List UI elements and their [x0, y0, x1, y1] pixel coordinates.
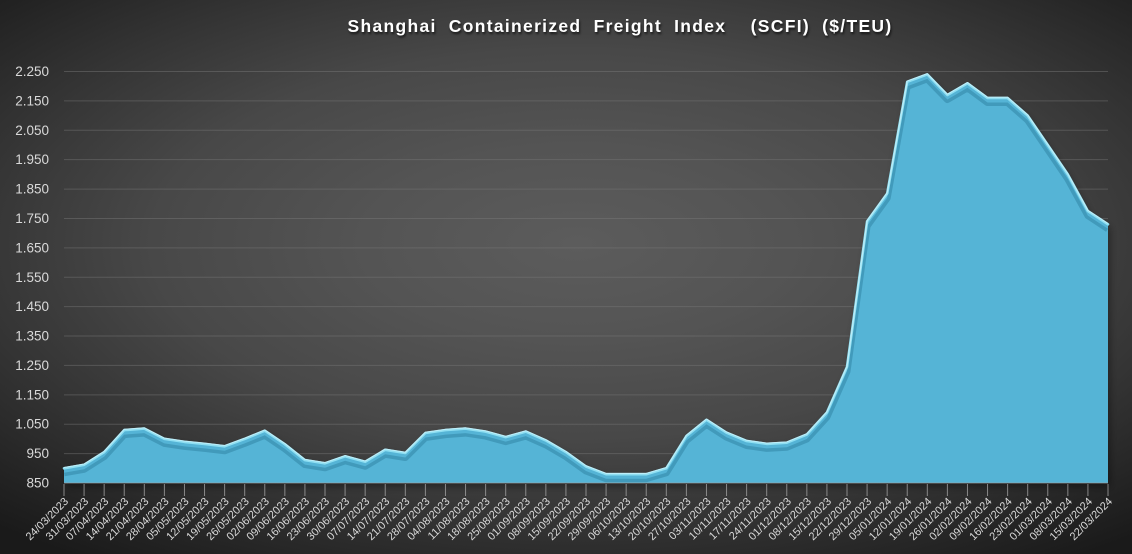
- y-axis-tick-label: 1.750: [15, 211, 49, 226]
- y-axis-tick-label: 1.850: [15, 182, 49, 197]
- y-axis-tick-label: 2.250: [15, 64, 49, 79]
- y-axis-tick-label: 1.350: [15, 329, 49, 344]
- chart-title: Shanghai Containerized Freight Index (SC…: [347, 16, 893, 36]
- y-axis-tick-label: 850: [26, 476, 49, 491]
- y-axis-tick-label: 1.650: [15, 240, 49, 255]
- series-bevel-shadow: [64, 78, 1108, 483]
- y-axis-tick-label: 2.050: [15, 123, 49, 138]
- series-top-highlight: [62, 73, 1110, 476]
- y-axis-tick-label: 950: [26, 446, 49, 461]
- series-top-shine: [63, 73, 1109, 474]
- y-axis-tick-label: 1.550: [15, 270, 49, 285]
- y-axis-tick-label: 1.450: [15, 299, 49, 314]
- y-axis-tick-label: 1.150: [15, 387, 49, 402]
- y-axis-tick-label: 1.950: [15, 152, 49, 167]
- y-axis-tick-label: 1.250: [15, 358, 49, 373]
- y-axis-tick-label: 1.050: [15, 417, 49, 432]
- scfi-area-series: [64, 74, 1108, 484]
- y-axis-tick-label: 2.150: [15, 93, 49, 108]
